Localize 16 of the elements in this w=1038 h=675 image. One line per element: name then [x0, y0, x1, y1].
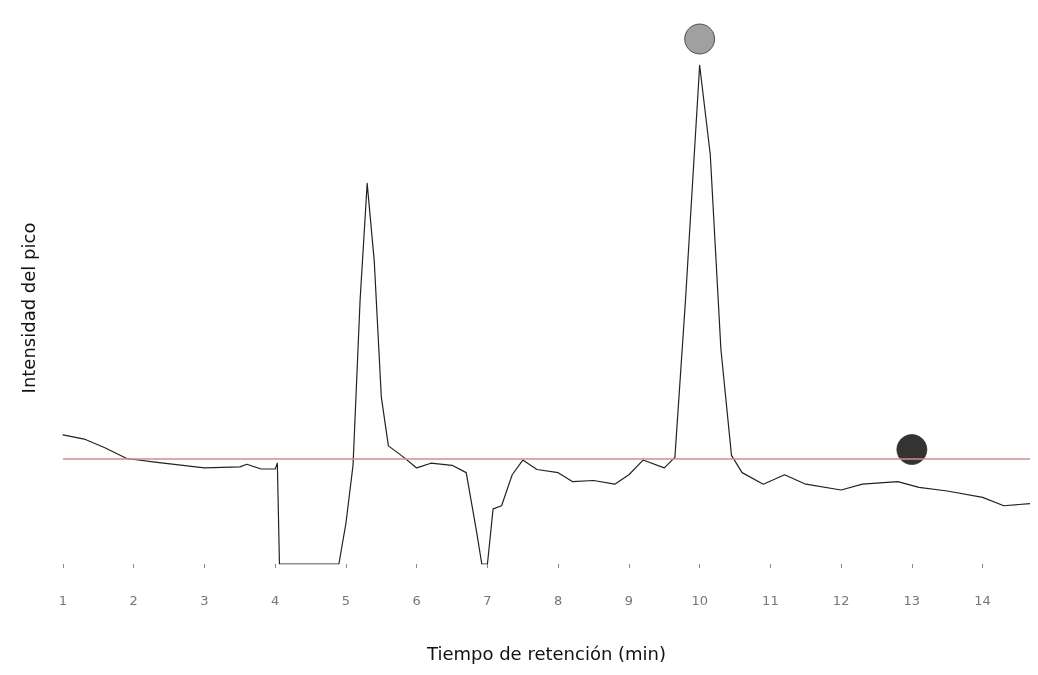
x-tick-label: 8 [554, 593, 563, 608]
x-tick-label: 4 [271, 593, 280, 608]
x-tick-label: 2 [129, 593, 138, 608]
x-tick-label: 9 [624, 593, 634, 608]
x-tick-label: 10 [691, 593, 708, 608]
x-tick-label: 13 [903, 593, 921, 608]
x-tick-label: 14 [974, 593, 991, 608]
x-tick-label: 7 [483, 593, 492, 608]
x-tick-label: 6 [412, 593, 421, 608]
x-tick-label: 1 [58, 593, 68, 608]
x-axis-title: Tiempo de retención (min) [425, 642, 667, 664]
y-axis-title: Intensidad del pico [17, 222, 39, 394]
x-tick-label: 12 [832, 593, 850, 608]
x-tick-label: 3 [200, 593, 209, 608]
x-tick-label: 11 [762, 593, 779, 608]
x-tick-label: 5 [341, 593, 351, 608]
